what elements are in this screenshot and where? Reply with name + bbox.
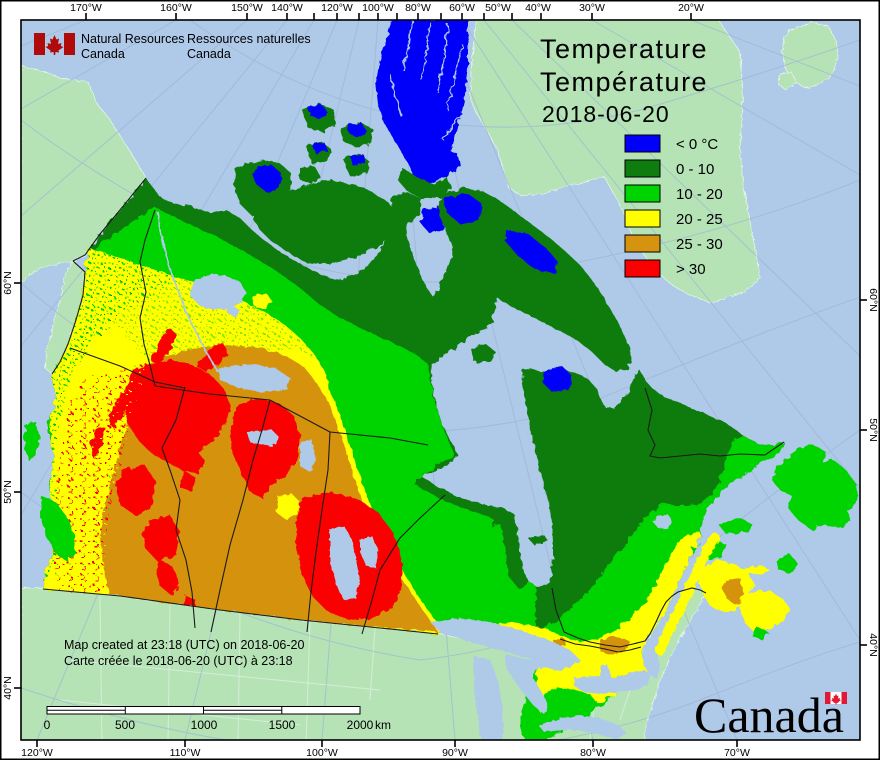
svg-text:Température: Température <box>540 67 708 97</box>
svg-text:60°W: 60°W <box>449 2 475 14</box>
svg-text:> 30: > 30 <box>676 261 706 278</box>
svg-text:Canada: Canada <box>81 47 125 61</box>
svg-text:Temperature: Temperature <box>540 34 708 64</box>
svg-text:60°N: 60°N <box>2 271 14 294</box>
svg-text:50°W: 50°W <box>485 2 511 14</box>
svg-text:40°N: 40°N <box>867 633 879 656</box>
svg-text:Carte créée le 2018-06-20 (UTC: Carte créée le 2018-06-20 (UTC) à 23:18 <box>64 654 293 668</box>
svg-text:80°W: 80°W <box>580 747 606 759</box>
svg-text:Map created at 23:18 (UTC) on: Map created at 23:18 (UTC) on 2018-06-20 <box>64 638 304 652</box>
svg-text:120°W: 120°W <box>21 747 53 759</box>
svg-text:< 0 °C: < 0 °C <box>676 136 718 153</box>
svg-text:Natural Resources: Natural Resources <box>81 32 185 46</box>
svg-text:70°W: 70°W <box>724 747 750 759</box>
svg-text:25 - 30: 25 - 30 <box>676 236 723 253</box>
svg-text:20 - 25: 20 - 25 <box>676 211 723 228</box>
svg-text:0: 0 <box>44 718 51 732</box>
svg-text:1000: 1000 <box>191 718 218 732</box>
svg-text:60°N: 60°N <box>867 288 879 311</box>
svg-text:30°W: 30°W <box>579 2 605 14</box>
svg-text:500: 500 <box>115 718 135 732</box>
svg-text:80°W: 80°W <box>405 2 431 14</box>
svg-text:100°W: 100°W <box>362 2 394 14</box>
svg-text:Ressources naturelles: Ressources naturelles <box>187 32 311 46</box>
svg-text:150°W: 150°W <box>231 2 263 14</box>
svg-text:160°W: 160°W <box>160 2 192 14</box>
svg-text:50°N: 50°N <box>2 480 14 503</box>
svg-text:km: km <box>375 718 391 732</box>
svg-text:2000: 2000 <box>347 718 374 732</box>
svg-text:Canada: Canada <box>187 47 231 61</box>
svg-text:170°W: 170°W <box>70 2 102 14</box>
svg-text:50°N: 50°N <box>867 418 879 441</box>
svg-text:40°N: 40°N <box>2 676 14 699</box>
svg-text:120°W: 120°W <box>321 2 353 14</box>
svg-text:Canada: Canada <box>694 687 844 743</box>
svg-text:40°W: 40°W <box>525 2 551 14</box>
svg-text:100°W: 100°W <box>306 747 338 759</box>
svg-text:1500: 1500 <box>269 718 296 732</box>
svg-text:10 - 20: 10 - 20 <box>676 186 723 203</box>
svg-text:0 - 10: 0 - 10 <box>676 161 714 178</box>
svg-text:90°W: 90°W <box>442 747 468 759</box>
svg-text:140°W: 140°W <box>271 2 303 14</box>
svg-text:20°W: 20°W <box>678 2 704 14</box>
svg-text:110°W: 110°W <box>170 747 201 759</box>
svg-text:2018-06-20: 2018-06-20 <box>542 101 670 127</box>
